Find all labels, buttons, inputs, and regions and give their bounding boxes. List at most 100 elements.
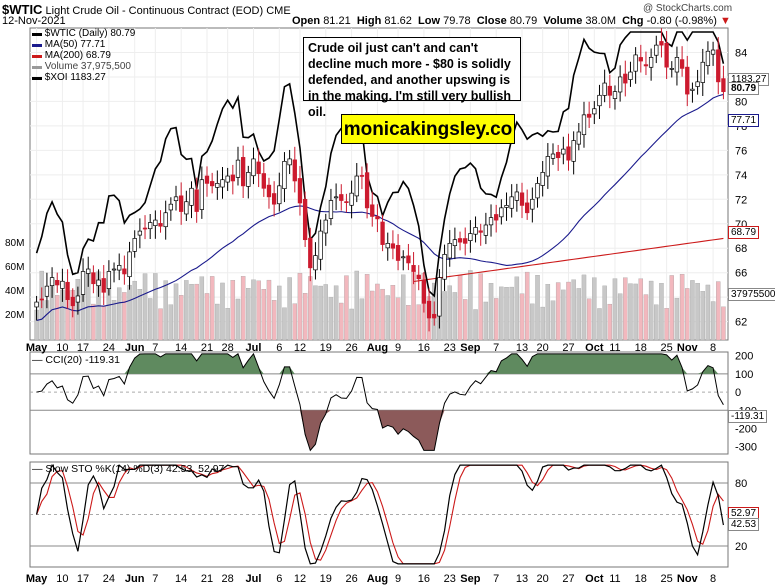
- volume-bar: [623, 277, 628, 341]
- candle-body: [581, 114, 587, 136]
- volume-bar: [127, 284, 132, 341]
- x-tick-label: 27: [562, 342, 574, 354]
- x-tick-label-bottom: 9: [395, 573, 401, 585]
- volume-bar: [550, 300, 556, 341]
- legend-item-text: $WTIC (Daily) 80.79: [44, 28, 136, 39]
- candle-body: [132, 238, 137, 252]
- volume-bar: [215, 303, 220, 341]
- volume-bar: [261, 289, 267, 341]
- volume-bar: [700, 291, 705, 341]
- x-tick-label-bottom: 16: [418, 573, 430, 585]
- candle-body: [266, 184, 272, 198]
- cci-tick-label: 100: [735, 369, 753, 381]
- volume-bar: [499, 286, 504, 341]
- candle-body: [504, 205, 509, 208]
- volume-bar: [111, 300, 117, 341]
- candle-body: [339, 194, 344, 201]
- panel-frame: [29, 351, 729, 455]
- x-tick-label-bottom: Jul: [246, 573, 262, 585]
- candle-body: [592, 108, 597, 115]
- x-tick-label: Jun: [125, 342, 145, 354]
- volume-bar: [716, 281, 721, 341]
- x-tick-label-bottom: 8: [710, 573, 716, 585]
- volume-bar: [406, 305, 411, 341]
- volume-bar: [178, 295, 184, 341]
- x-tick-label: 10: [56, 342, 68, 354]
- candle-body: [344, 201, 349, 203]
- candle-body: [648, 57, 654, 68]
- sto-tick-label: 80: [735, 478, 747, 490]
- candle-body: [189, 187, 194, 206]
- x-tick-label: Oct: [585, 342, 604, 354]
- y-tick-label: 80: [735, 96, 747, 108]
- x-tick-label-bottom: Aug: [367, 573, 388, 585]
- x-tick-label: 9: [395, 342, 401, 354]
- candle-body: [199, 179, 204, 210]
- candle-body: [184, 201, 189, 215]
- legend-item: ▬ Volume 37,975,500: [32, 61, 131, 72]
- candle-body: [617, 76, 623, 93]
- date-label: 12-Nov-2021: [2, 15, 66, 27]
- volume-value-tag: 37975500: [728, 288, 775, 301]
- candle-body: [674, 57, 680, 73]
- volume-bar: [333, 285, 339, 341]
- legend-item: ▬ MA(50) 77.71: [32, 39, 106, 50]
- candle-body: [204, 175, 210, 184]
- volume-bar: [597, 308, 602, 341]
- candle-body: [447, 242, 452, 259]
- x-tick-label: 19: [320, 342, 332, 354]
- x-tick-label-bottom: 12: [294, 573, 306, 585]
- open-label: Open: [292, 15, 321, 27]
- x-tick-label-bottom: 19: [320, 573, 332, 585]
- candle-body: [550, 153, 556, 159]
- x-tick-label-bottom: Nov: [677, 573, 699, 585]
- candle-body: [519, 192, 525, 206]
- candle-body: [158, 223, 163, 227]
- volume-bar: [721, 306, 726, 341]
- volume-bar: [292, 303, 298, 341]
- x-tick-label-bottom: Sep: [460, 573, 480, 585]
- candle-body: [437, 277, 442, 317]
- volume-bar: [685, 288, 690, 341]
- cci-value-tag: -119.31: [728, 410, 768, 423]
- volume-bar: [690, 280, 695, 341]
- candle-body: [421, 279, 427, 304]
- exchange-label: CME: [266, 5, 291, 17]
- candle-body: [318, 230, 323, 260]
- x-tick-label: 7: [493, 342, 499, 354]
- volume-bar: [132, 280, 137, 341]
- cci-label: — CCI(20) -119.31: [32, 354, 120, 366]
- candle-body: [716, 49, 721, 83]
- cci-positive-fill: [36, 353, 724, 374]
- x-tick-label-bottom: 17: [77, 573, 89, 585]
- candle-body: [514, 191, 520, 201]
- volume-bar: [189, 283, 194, 341]
- sto-k-value-tag: 42.53: [728, 518, 760, 531]
- volume-bar: [617, 293, 623, 341]
- volume-bar: [468, 270, 473, 341]
- volume-bar: [184, 280, 189, 341]
- candle-body: [86, 268, 91, 274]
- volume-bar: [220, 282, 225, 341]
- candle-body: [499, 207, 504, 218]
- candle-body: [530, 198, 535, 210]
- volume-bar: [271, 300, 277, 341]
- x-tick-label: 21: [201, 342, 213, 354]
- ma50-line: [36, 93, 724, 321]
- candle-body: [168, 203, 174, 211]
- volume-bar: [328, 297, 334, 341]
- volume-bar: [153, 273, 158, 341]
- x-tick-label-bottom: 25: [660, 573, 672, 585]
- volume-bar: [385, 295, 390, 341]
- volume-bar: [354, 270, 359, 341]
- candle-body: [261, 173, 266, 189]
- watermark: @ StockCharts.com: [643, 3, 733, 14]
- volume-bar: [235, 298, 241, 341]
- volume-bar: [669, 275, 674, 341]
- volume-bar: [545, 284, 551, 341]
- x-tick-label-bottom: Jun: [125, 573, 145, 585]
- candle-body: [478, 230, 483, 233]
- volume-bar: [204, 293, 210, 341]
- candle-body: [302, 198, 308, 241]
- volume-bar: [225, 308, 230, 341]
